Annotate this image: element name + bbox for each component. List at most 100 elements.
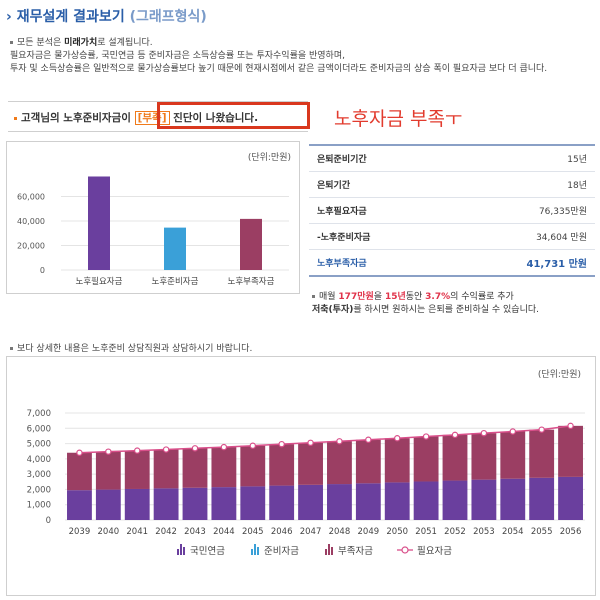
table-row: 은퇴준비기간 15년: [309, 144, 595, 172]
x-tick-label: 2043: [184, 527, 206, 537]
advice-amount: 177만원: [338, 292, 374, 302]
x-tick-label: 2056: [560, 527, 582, 537]
x-tick-label: 2050: [386, 527, 408, 537]
y-tick-label: 1,000: [27, 501, 51, 511]
line-point: [220, 443, 228, 451]
line-point: [249, 442, 256, 449]
summary-bar-chart: 0 20,000 40,000 60,000 노후필요자금 노후준비자금 노후부족자금: [17, 176, 289, 287]
row-value: 34,604 만원: [430, 223, 595, 250]
bar-segment: [327, 441, 352, 485]
x-tick-label: 2042: [155, 527, 177, 537]
x-tick-label: 2053: [473, 527, 495, 537]
detail-note: 보다 상세한 내용은 노후준비 상담직원과 상담하시기 바랍니다.: [10, 341, 252, 354]
line-point: [307, 439, 314, 447]
y-tick-label: 4,000: [27, 455, 51, 465]
bar-segment: [240, 445, 266, 487]
row-label: 노후필요자금: [309, 197, 430, 224]
x-tick-label: 2039: [69, 527, 91, 537]
x-tick-label: 노후준비자금: [152, 277, 199, 287]
chart-unit: (단위:만원): [247, 153, 291, 163]
savings-advice: 매월 177만원을 15년동안 3.7%의 수익률로 추가 저축(투자)를 하시…: [312, 291, 592, 317]
y-tick-label: 0: [46, 516, 51, 526]
line-point: [76, 449, 83, 456]
bar-segment: [442, 434, 468, 481]
note-line: 필요자금은 물가상승률, 국민연금 등 준비자금은 소득상승률 또는 투자수익률…: [10, 51, 345, 61]
bar-segment: [95, 489, 121, 520]
advice-emphasis: 저축(투자): [312, 305, 354, 315]
x-tick-label: 2045: [242, 527, 264, 537]
analysis-notes: 모든 분석은 미래가치로 설계됩니다. 필요자금은 물가상승률, 국민연금 등 …: [10, 37, 595, 76]
table-row: 은퇴기간 18년: [309, 171, 595, 198]
note-text: 로 설계됩니다.: [97, 38, 153, 48]
table-row-shortage: 노후부족자금 41,731 만원: [309, 249, 595, 277]
notice-text: 진단이 나왔습니다.: [169, 112, 259, 124]
x-tick-label: 2044: [213, 527, 235, 537]
legend-icon: [254, 544, 256, 555]
advice-text: 의 수익률로 추가: [450, 292, 514, 302]
bar-segment: [182, 487, 208, 520]
bar-segment: [211, 447, 237, 488]
line-point: [162, 446, 170, 453]
line-point: [422, 433, 430, 440]
legend-icon: [183, 547, 185, 555]
bar: [88, 176, 110, 270]
bar-segment: [442, 480, 468, 520]
bar-segment: [327, 484, 352, 520]
chart-unit: (단위:만원): [537, 370, 581, 380]
x-tick-label: 2047: [300, 527, 322, 537]
bar-segment: [413, 436, 439, 482]
x-tick-label: 2055: [531, 527, 553, 537]
bar-segment: [384, 438, 410, 483]
highlight-box: [157, 102, 310, 129]
row-value: 18년: [430, 171, 595, 198]
bar-segment: [124, 488, 150, 520]
y-tick-label: 60,000: [17, 193, 45, 202]
bullet-icon: [10, 347, 13, 350]
bar-segment: [269, 485, 295, 520]
advice-text: 를 하시면 원하시는 은퇴를 준비하실 수 있습니다.: [353, 305, 539, 315]
summary-chart: (단위:만원) 0 20,000 40,000 60,000 노후필요자금 노후준비자금 노…: [6, 141, 300, 294]
advice-years: 15년: [384, 292, 406, 302]
y-tick-label: 2,000: [27, 485, 51, 495]
bar-segment: [269, 444, 295, 486]
table-row: 노후필요자금 76,335만원: [309, 197, 595, 224]
bar-segment: [500, 431, 526, 479]
bar-segment: [529, 477, 555, 520]
advice-text: 을: [373, 292, 385, 302]
note-line: 투자 및 소득상승률은 일반적으로 물가상승률보다 높기 때문에 현재시점에서 …: [10, 64, 548, 74]
line-point: [336, 438, 343, 445]
line-point: [538, 426, 545, 433]
y-tick-label: 0: [40, 266, 45, 275]
chevron-right-icon: ›: [6, 9, 12, 25]
line-series: [79, 425, 571, 454]
page-title-text: 재무설계 결과보기: [16, 9, 125, 25]
yearly-chart: (단위:만원) 0 1,000 2,000 3,000 4,000 5,000 6,000 7…: [6, 356, 596, 596]
bar-segment: [558, 425, 583, 477]
x-tick-label: 2051: [415, 527, 437, 537]
advice-text: 매월: [319, 292, 339, 302]
legend-icon: [177, 549, 179, 555]
legend-icon: [325, 549, 327, 555]
x-tick-label: 2040: [98, 527, 120, 537]
y-tick-label: 6,000: [27, 424, 51, 434]
line-point: [134, 447, 141, 454]
x-tick-label: 노후부족자금: [228, 277, 275, 287]
handwritten-annotation: 노후자금 부족ㅜ: [334, 108, 463, 130]
bar-segment: [471, 479, 497, 520]
note-emphasis: 미래가치: [64, 38, 98, 48]
bar-segment: [124, 450, 150, 489]
line-point: [480, 429, 488, 437]
yearly-stacked-bar-chart: 0 1,000 2,000 3,000 4,000 5,000 6,000 7,000 2039…: [27, 409, 585, 557]
table-row: -노후준비자금 34,604 만원: [309, 223, 595, 250]
row-label: -노후준비자금: [309, 223, 430, 250]
row-label: 노후부족자금: [309, 249, 430, 277]
legend-label: 부족자금: [338, 546, 373, 557]
y-tick-label: 3,000: [27, 470, 51, 480]
row-value: 15년: [430, 144, 595, 172]
legend-label: 필요자금: [417, 545, 452, 557]
bar: [164, 227, 186, 270]
bar-segment: [298, 484, 323, 520]
y-tick-label: 20,000: [17, 242, 45, 251]
bullet-icon: [10, 41, 13, 44]
line-point: [365, 436, 372, 443]
